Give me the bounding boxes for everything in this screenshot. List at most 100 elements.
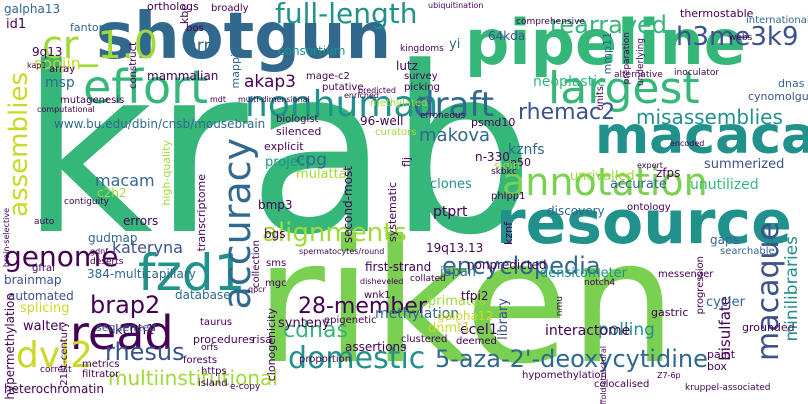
- word-primates: primates: [428, 294, 486, 309]
- word-misassemblies: misassemblies: [636, 105, 783, 129]
- word-densitometer: densitometer: [540, 266, 628, 281]
- word-enriched: enriched: [344, 91, 379, 100]
- word-rhesus: rhesus: [105, 338, 185, 366]
- word-genome: genome: [4, 240, 119, 273]
- word-9q13: 9q13: [32, 45, 63, 59]
- word-wnk1: wnk1: [364, 290, 391, 301]
- word-psmd10: psmd10: [471, 116, 516, 129]
- word-zfps: zfps: [656, 166, 681, 180]
- word-soojin: soojin: [34, 54, 81, 73]
- word-dnmt1: dnmt1: [428, 321, 471, 336]
- word-mage-c2: mage-c2: [306, 71, 350, 82]
- word-mgc: mgc: [265, 278, 287, 289]
- word-mammalian: mammalian: [147, 69, 219, 83]
- word-grounded: grounded: [742, 321, 795, 334]
- word-19q13-13: 19q13.13: [426, 241, 484, 255]
- word-high-quality: high-quality: [160, 140, 173, 206]
- word-id1: id1: [6, 17, 27, 32]
- word-underlying: underlying: [636, 38, 646, 87]
- word-cycler: cycler: [706, 295, 745, 310]
- word-unrivalled: unrivalled: [570, 169, 635, 184]
- word-colocalised: colocalised: [594, 379, 650, 390]
- word-cynomolgus: cynomolgus: [748, 90, 808, 103]
- word-explicit: explicit: [264, 140, 304, 153]
- word-scaffold-structural: scaffold/structural: [599, 346, 608, 404]
- word-systematic: systematic: [386, 182, 399, 242]
- word-messenger: messenger: [658, 269, 714, 280]
- word-japan: japan: [440, 265, 477, 280]
- word-epigenetic: epigenetic: [324, 315, 377, 326]
- word-tfpi2: tfpi2: [461, 289, 489, 303]
- word-transcriptome: transcriptome: [195, 174, 208, 252]
- word-silenced: silenced: [276, 125, 322, 138]
- word-ptprt: ptprt: [433, 204, 468, 220]
- word-deserts: deserts: [90, 257, 124, 267]
- word-clustered: clustered: [401, 334, 448, 345]
- word-21st-century: 21st-century: [59, 322, 70, 386]
- word-risa: risa: [252, 333, 273, 346]
- word-effort: effort: [83, 60, 209, 114]
- word-multi-dimensional: multi-dimensional: [238, 95, 310, 104]
- word-brap2: brap2: [90, 291, 161, 319]
- word-cr_1_0: cr_1.0: [42, 23, 158, 67]
- word-spermatocytes: spermatocytes/round: [299, 247, 385, 256]
- word-cdnas: cdnas: [283, 318, 348, 343]
- word-expert: expert: [637, 161, 663, 170]
- word-brainmap: brainmap: [4, 273, 62, 287]
- word-broadly: broadly: [211, 3, 249, 14]
- word-hypomethylation: hypomethylation: [522, 370, 607, 381]
- word-methylation: methylation: [375, 306, 460, 322]
- word-riken: riken: [255, 204, 677, 402]
- word-kznf: kznf: [502, 222, 515, 245]
- word-first-strand: first-strand: [365, 260, 432, 274]
- word-forests: forests: [183, 355, 218, 366]
- word-clonogenicity: clonogenicity: [265, 308, 278, 382]
- word-auto: auto: [34, 217, 55, 227]
- word-sigirr: sigirr: [494, 159, 522, 172]
- word-collated: collated: [410, 274, 446, 284]
- word-skbkc: skbkc: [491, 167, 517, 177]
- word-encyclopedia: encyclopedia: [442, 252, 601, 280]
- word-deemed: deemed: [456, 336, 497, 347]
- word-h3me3k9: h3me3k9: [676, 22, 799, 52]
- word-url: www.bu.edu/dbin/cnsb/mousebrain: [54, 117, 266, 131]
- word-inoculator: inoculator: [674, 68, 720, 78]
- word-gaps: gaps: [710, 233, 739, 247]
- word-e-copy: e-copy: [230, 382, 261, 392]
- word-z7-6p: Z7-6p: [657, 371, 681, 380]
- word-nonpredicted: nonpredicted: [467, 258, 547, 272]
- word-multiinstitutional: multiinstitutional: [108, 366, 278, 390]
- word-thermostable: thermostable: [680, 7, 754, 20]
- word-nmu: nmu: [555, 296, 565, 317]
- word-28-member: 28-member: [298, 294, 427, 319]
- word-kruppel-associated: kruppel-associated: [685, 383, 771, 393]
- word-pipeline: pipeline: [465, 6, 746, 79]
- word-comprehensive: comprehensive: [516, 17, 585, 27]
- word-filtrator: filtrator: [82, 369, 120, 380]
- word-fantom: fantom: [70, 21, 110, 34]
- word-kingdoms: kingdoms: [400, 44, 444, 54]
- word-full-length: full-length: [275, 0, 418, 30]
- word-384-multicapillary: 384-multicapillary: [87, 267, 196, 281]
- word-errors: errors: [123, 214, 159, 228]
- word-gudmap: gudmap: [88, 231, 138, 245]
- word-procedures: procedures: [193, 333, 255, 346]
- word-c2h2: c2h2: [97, 186, 127, 200]
- word-kateryna: kateryna: [112, 238, 183, 257]
- word-contiguity: contiguity: [64, 197, 109, 207]
- word-flj: flj: [400, 157, 413, 167]
- word-correct: correct: [40, 365, 72, 375]
- word-96-well: 96-well: [360, 114, 404, 128]
- word-clones: clones: [430, 177, 472, 192]
- word-progression: progression: [695, 256, 706, 315]
- word-collection: collection: [251, 240, 262, 288]
- word-construct: construct: [128, 42, 139, 89]
- word-makova: makova: [419, 125, 491, 146]
- word-gastric: gastric: [651, 306, 689, 319]
- word-bgs: bgs: [264, 227, 286, 241]
- word-bmp3: bmp3: [258, 198, 293, 212]
- word-heterochromatin: heterochromatin: [4, 382, 104, 396]
- word-alternative: alternative: [614, 70, 663, 80]
- word-splicing: splicing: [20, 301, 70, 316]
